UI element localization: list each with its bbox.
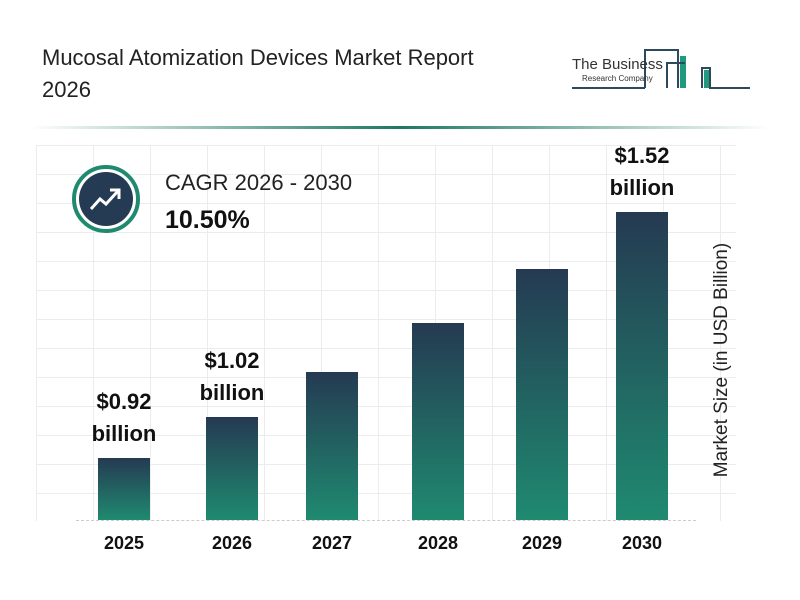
company-logo: The Business Research Company [570, 38, 755, 93]
cagr-label: CAGR 2026 - 2030 [165, 170, 353, 195]
x-tick-label: 2027 [311, 533, 353, 553]
x-tick-label: 2025 [103, 533, 145, 553]
x-tick-label: 2029 [521, 533, 563, 553]
y-axis-label: Market Size (in USD Billion) [711, 242, 732, 478]
trending-up-icon [72, 165, 140, 233]
bar-2028 [412, 322, 464, 520]
bar-2025 [98, 458, 150, 520]
page-title: Mucosal Atomization Devices Market Repor… [42, 45, 474, 102]
data-label: $1.52 billion [609, 143, 675, 200]
logo-buildings-icon [572, 49, 750, 89]
x-axis-baseline [76, 520, 696, 521]
bar-2029 [516, 269, 568, 520]
x-tick-label: 2028 [417, 533, 459, 553]
bar-2030 [616, 212, 668, 520]
data-label: $1.02 billion [199, 348, 265, 406]
bar-2027 [306, 372, 358, 520]
x-tick-label: 2030 [621, 533, 663, 553]
divider [30, 126, 770, 129]
cagr-value: 10.50% [165, 206, 250, 234]
x-tick-label: 2026 [211, 533, 253, 553]
data-label: $0.92 billion [91, 389, 157, 447]
bar-2026 [206, 417, 258, 520]
